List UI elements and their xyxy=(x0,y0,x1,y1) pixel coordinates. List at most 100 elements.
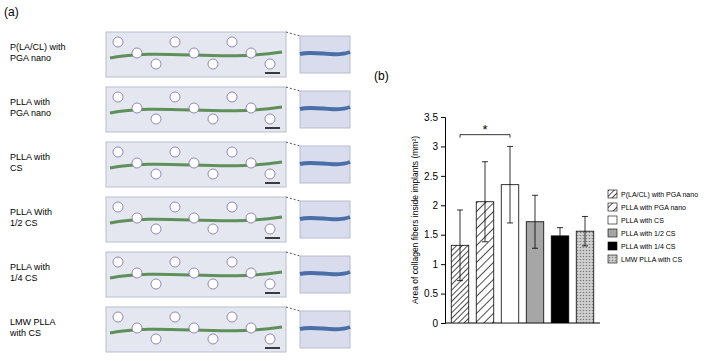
fiber xyxy=(227,147,237,157)
legend-swatch xyxy=(608,190,617,198)
y-tick-mark xyxy=(441,294,445,295)
fiber xyxy=(265,59,275,69)
zoom-guide xyxy=(286,142,300,146)
fiber xyxy=(265,224,275,234)
y-tick-mark xyxy=(441,146,445,147)
fiber xyxy=(132,48,142,58)
fiber xyxy=(265,114,275,124)
row-label: PLLA with xyxy=(10,262,50,272)
row-label: P(LA/CL) with xyxy=(10,42,66,52)
fiber xyxy=(132,158,142,168)
scale-bar xyxy=(265,127,280,129)
row-label: CS xyxy=(10,163,23,173)
y-tick-label: 1.5 xyxy=(424,229,438,240)
error-bar xyxy=(507,146,513,223)
fiber xyxy=(227,202,237,212)
inset-band xyxy=(300,52,350,54)
image-row: PLLA withCS xyxy=(10,142,350,187)
row-label: with CS xyxy=(9,328,41,338)
y-tick: 3 xyxy=(432,141,445,152)
fiber xyxy=(227,92,237,102)
fiber xyxy=(151,59,161,69)
fiber xyxy=(132,323,142,333)
legend-swatch xyxy=(608,255,617,263)
fiber xyxy=(227,37,237,47)
fiber xyxy=(170,37,180,47)
fiber xyxy=(151,114,161,124)
y-tick: 1 xyxy=(432,259,445,270)
legend-label: LMW PLLA with CS xyxy=(621,256,682,263)
scale-bar xyxy=(265,347,280,349)
fiber xyxy=(208,279,218,289)
micrograph xyxy=(106,87,286,132)
inset xyxy=(300,201,350,238)
inset-band xyxy=(300,327,350,329)
figure: (a)P(LA/CL) withPGA nanoPLLA withPGA nan… xyxy=(0,0,713,361)
fiber xyxy=(170,312,180,322)
y-tick: 2.5 xyxy=(424,171,445,182)
zoom-guide xyxy=(286,252,300,256)
image-row: PLLA With1/2 CS xyxy=(10,197,350,242)
fiber xyxy=(189,268,199,278)
fiber xyxy=(208,59,218,69)
row-label: PLLA with xyxy=(10,97,50,107)
y-tick-mark xyxy=(441,117,445,118)
legend-swatch xyxy=(608,216,617,224)
legend-label: PLLA with PGA nano xyxy=(621,204,686,211)
fiber xyxy=(265,334,275,344)
y-tick: 0.5 xyxy=(424,288,445,299)
error-bar xyxy=(557,228,563,244)
fiber xyxy=(189,213,199,223)
fiber xyxy=(189,158,199,168)
y-tick-mark xyxy=(441,205,445,206)
inset-band xyxy=(300,217,350,219)
image-row: P(LA/CL) withPGA nano xyxy=(10,32,350,77)
scale-bar xyxy=(265,72,280,74)
zoom-guide xyxy=(286,307,300,311)
legend-label: PLLA with CS xyxy=(621,217,664,224)
fiber xyxy=(246,103,256,113)
fiber xyxy=(189,48,199,58)
fiber xyxy=(246,158,256,168)
image-row: LMW PLLAwith CS xyxy=(9,307,350,352)
row-label: 1/4 CS xyxy=(10,273,38,283)
y-axis-line xyxy=(441,118,446,324)
bar xyxy=(551,236,569,323)
fiber xyxy=(265,279,275,289)
y-tick-label: 1 xyxy=(432,259,438,270)
y-tick-mark xyxy=(441,323,445,324)
fiber xyxy=(246,48,256,58)
error-bar xyxy=(457,210,463,281)
inset xyxy=(300,311,350,348)
inset xyxy=(300,36,350,73)
y-tick-label: 0.5 xyxy=(424,288,438,299)
y-tick: 1.5 xyxy=(424,229,445,240)
inset xyxy=(300,146,350,183)
fiber xyxy=(170,147,180,157)
fiber xyxy=(132,103,142,113)
fiber xyxy=(151,279,161,289)
panel-label: (a) xyxy=(4,5,19,19)
y-axis-title: Area of collagen fibers inside implants … xyxy=(410,136,420,304)
scale-bar xyxy=(265,292,280,294)
zoom-guide xyxy=(286,32,300,36)
legend-label: PLLA with 1/4 CS xyxy=(621,243,676,250)
fiber xyxy=(189,323,199,333)
legend: P(LA/CL) with PGA nano PLLA with PGA nano… xyxy=(608,190,698,263)
inset xyxy=(300,91,350,128)
micrograph xyxy=(106,32,286,77)
fiber xyxy=(151,169,161,179)
inset-band xyxy=(300,107,350,109)
legend-label: P(LA/CL) with PGA nano xyxy=(621,191,698,199)
fiber xyxy=(246,268,256,278)
fiber xyxy=(208,334,218,344)
fiber xyxy=(113,147,123,157)
y-tick-label: 0 xyxy=(432,318,438,329)
micrograph xyxy=(106,142,286,187)
fiber xyxy=(113,92,123,102)
fiber xyxy=(113,257,123,267)
fiber xyxy=(132,268,142,278)
y-tick-label: 3 xyxy=(432,141,438,152)
fiber xyxy=(227,257,237,267)
inset-band xyxy=(300,272,350,274)
